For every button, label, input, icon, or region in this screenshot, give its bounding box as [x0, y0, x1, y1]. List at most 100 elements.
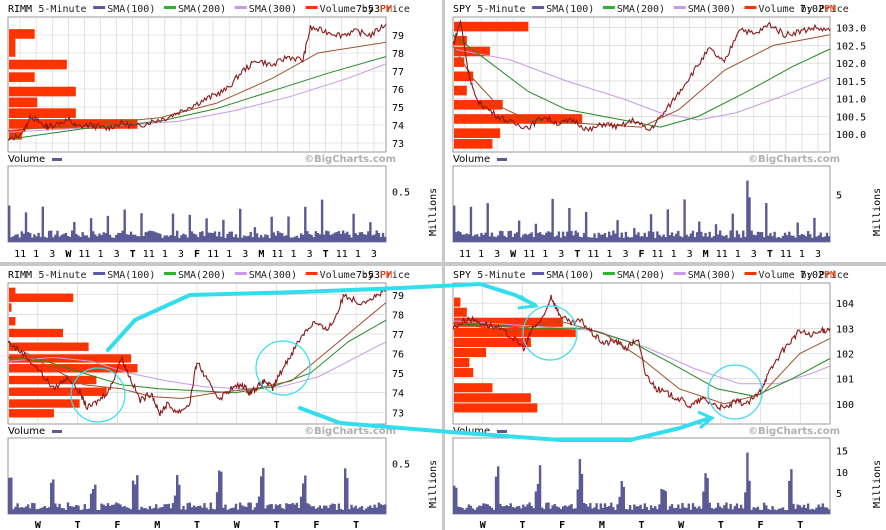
volume-bar	[199, 231, 202, 242]
volume-bar	[790, 469, 793, 514]
y-tick: 78	[392, 49, 404, 60]
volume-bar	[507, 231, 510, 242]
volume-bar	[257, 496, 261, 514]
volume-bar	[186, 503, 189, 514]
legend-swatch-0	[532, 6, 545, 9]
volume-bar	[14, 506, 17, 514]
volume-bar	[670, 504, 674, 514]
volume-bar	[480, 505, 483, 514]
volume-bar	[173, 495, 177, 514]
volume-bar	[561, 506, 565, 514]
x-tick: F	[758, 520, 764, 530]
vbp-bar	[9, 375, 97, 385]
volume-bar	[823, 507, 827, 514]
volume-bar	[739, 504, 743, 514]
volume-bar	[677, 230, 680, 242]
volume-bar	[800, 234, 804, 242]
volume-bar	[43, 236, 47, 242]
price-plot	[452, 282, 831, 425]
volume-bar	[582, 502, 586, 514]
volume-bar	[486, 203, 489, 242]
volume-bar	[379, 504, 383, 514]
volume-bar	[614, 233, 617, 242]
volume-bar	[239, 502, 242, 514]
volume-bar	[591, 508, 594, 514]
legend-item-0: SMA(100)	[107, 270, 155, 281]
vbp-bar	[454, 317, 563, 327]
volume-bar	[136, 236, 139, 242]
volume-bar	[693, 237, 697, 242]
volume-bar	[293, 236, 296, 242]
y-tick: 100.0	[836, 130, 866, 141]
volume-bar	[295, 235, 299, 242]
volume-bar	[184, 509, 187, 514]
volume-bar	[748, 480, 751, 514]
volume-bar	[249, 231, 252, 242]
volume-bar	[226, 233, 229, 242]
volume-bar	[522, 234, 525, 242]
x-tick: 3	[178, 249, 184, 260]
volume-bar	[169, 508, 173, 514]
volume-bar	[333, 232, 336, 242]
volume-bar	[304, 475, 307, 514]
volume-bar	[463, 234, 466, 242]
legend-item-2: SMA(300)	[688, 270, 736, 281]
volume-bar	[316, 507, 320, 514]
volume-bar	[348, 509, 351, 514]
sma100-line	[7, 41, 387, 131]
annotation-circle-rimm-w	[70, 367, 126, 423]
volume-bar	[723, 505, 726, 514]
volume-bar	[666, 209, 670, 242]
volume-bar	[182, 505, 185, 514]
volume-bar	[626, 509, 630, 514]
volume-bar	[360, 232, 364, 242]
volume-bar	[612, 230, 615, 242]
price-plot	[452, 16, 831, 153]
volume-bar	[316, 232, 320, 242]
volume-bar	[194, 234, 198, 242]
x-tick: 3	[114, 249, 120, 260]
volume-bar	[129, 231, 133, 242]
volume-bar	[603, 503, 607, 514]
volume-bar	[748, 197, 751, 242]
volume-bar	[167, 503, 170, 514]
volume-bar	[289, 504, 292, 514]
volume-bar	[513, 233, 517, 242]
vbp-bar	[454, 347, 487, 358]
volume-bar	[679, 508, 682, 514]
vbp-bar	[454, 368, 474, 378]
vbp-bar	[454, 383, 493, 393]
volume-bar	[220, 236, 223, 242]
volume-bar	[821, 237, 825, 242]
volume-bar	[572, 508, 575, 514]
volume-bar	[291, 503, 294, 514]
volume-bar	[329, 234, 332, 242]
x-tick: M	[258, 249, 264, 260]
volume-bar	[823, 236, 827, 242]
volume-bar	[102, 232, 105, 242]
volume-bar	[104, 506, 107, 514]
volume-frame	[452, 165, 831, 243]
volume-bar	[790, 235, 793, 242]
volume-bar	[152, 507, 156, 514]
volume-bar	[683, 199, 686, 242]
volume-bar	[226, 510, 229, 514]
volume-bar	[274, 504, 278, 514]
y-tick: 100.5	[836, 112, 866, 123]
volume-bar	[591, 237, 594, 242]
volume-bar	[245, 236, 248, 242]
volume-bar	[121, 230, 124, 242]
volume-bar	[695, 508, 699, 514]
volume-unit: Millions	[428, 460, 439, 508]
volume-bar	[528, 233, 531, 242]
volume-bar	[515, 506, 519, 514]
volume-bar	[532, 237, 535, 242]
volume-bar	[43, 506, 47, 514]
volume-bar	[81, 232, 84, 242]
volume-bar	[492, 236, 496, 242]
volume-bar	[41, 507, 44, 514]
volume-bar	[622, 486, 626, 514]
volume-bar	[197, 506, 200, 514]
volume-bar	[547, 231, 550, 242]
